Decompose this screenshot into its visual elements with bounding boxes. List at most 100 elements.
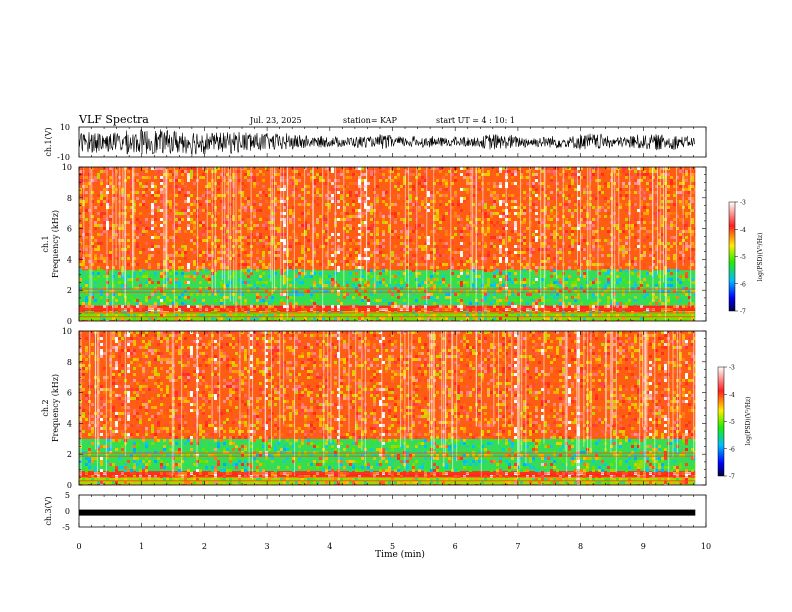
spectrogram-cell	[652, 257, 655, 260]
spectrogram-cell	[97, 173, 100, 176]
spectrogram-cell	[328, 179, 331, 182]
spectrogram-cell	[187, 179, 190, 182]
spectrogram-cell	[304, 308, 307, 311]
spectrogram-cell	[199, 275, 202, 278]
spectrogram-cell	[460, 197, 463, 200]
spectrogram-cell	[544, 305, 547, 308]
spectrogram-cell	[607, 320, 610, 321]
spectrogram-cell	[193, 182, 196, 185]
spectrogram-cell	[166, 269, 169, 272]
spectrogram-cell	[400, 263, 403, 266]
spectrogram-cell	[406, 245, 409, 248]
spectrogram-cell	[400, 293, 403, 296]
spectrogram-cell	[403, 239, 406, 242]
spectrogram-cell	[289, 248, 292, 251]
spectrogram-cell	[187, 269, 190, 272]
spectrogram-cell	[256, 239, 259, 242]
spectrogram-cell	[370, 209, 373, 212]
spectrogram-cell	[358, 263, 361, 266]
spectrogram-cell	[175, 230, 178, 233]
spectrogram-cell	[124, 320, 127, 321]
spectrogram-cell	[556, 314, 559, 317]
spectrogram-cell	[94, 206, 97, 209]
spectrogram-cell	[634, 263, 637, 266]
spectrogram-cell	[133, 308, 136, 311]
spectrogram-cell	[571, 317, 574, 320]
spectrogram-cell	[535, 266, 538, 269]
spectrogram-cell	[421, 215, 424, 218]
spectrogram-cell	[445, 182, 448, 185]
spectrogram-cell	[589, 314, 592, 317]
spectrogram-cell	[91, 179, 94, 182]
spectrogram-cell	[238, 314, 241, 317]
spectrogram-cell	[514, 278, 517, 281]
ch1-waveform-ticks	[78, 127, 707, 157]
spectrogram-cell	[283, 293, 286, 296]
spectrogram-cell	[343, 293, 346, 296]
spectrogram-cell	[295, 239, 298, 242]
spectrogram-cell	[604, 269, 607, 272]
spectrogram-cell	[592, 308, 595, 311]
spectrogram-cell	[685, 170, 688, 173]
spectrogram-cell	[325, 227, 328, 230]
spectrogram-cell	[349, 209, 352, 212]
spectrogram-cell	[325, 218, 328, 221]
spectrogram-cell	[196, 272, 199, 275]
spectrogram-cell	[157, 245, 160, 248]
spectrogram-cell	[310, 215, 313, 218]
spectrogram-cell	[253, 308, 256, 311]
spectrogram-cell	[367, 272, 370, 275]
spectrogram-cell	[208, 191, 211, 194]
spectrogram-cell	[580, 275, 583, 278]
spectrogram-cell	[97, 203, 100, 206]
spectrogram-cell	[367, 281, 370, 284]
spectrogram-cell	[115, 311, 118, 314]
spectrogram-cell	[445, 296, 448, 299]
spectrogram-cell	[526, 308, 529, 311]
spectrogram-cell	[241, 188, 244, 191]
spectrogram-cell	[163, 302, 166, 305]
spectrogram-cell	[277, 227, 280, 230]
spectrogram-cell	[91, 236, 94, 239]
spectrogram-cell	[658, 182, 661, 185]
spectrogram-cell	[676, 212, 679, 215]
spectrogram-cell	[544, 167, 547, 170]
spectrogram-cell	[94, 224, 97, 227]
spectrogram-cell	[163, 209, 166, 212]
spectrogram-cell	[394, 218, 397, 221]
spectrogram-cell	[502, 227, 505, 230]
spectrogram-cell	[433, 197, 436, 200]
spectrogram-cell	[646, 284, 649, 287]
spectrogram-cell	[490, 194, 493, 197]
spectrogram-cell	[367, 269, 370, 272]
spectrogram-cell	[313, 200, 316, 203]
spectrogram-cell	[154, 212, 157, 215]
spectrogram-cell	[82, 272, 85, 275]
spectrogram-cell	[289, 176, 292, 179]
spectrogram-cell	[214, 317, 217, 320]
spectrogram-cell	[277, 230, 280, 233]
spectrogram-cell	[259, 170, 262, 173]
spectrogram-cell	[523, 269, 526, 272]
spectrogram-cell	[112, 281, 115, 284]
spectrogram-cell	[367, 209, 370, 212]
spectrogram-cell	[139, 320, 142, 321]
spectrogram-streak	[656, 167, 658, 275]
spectrogram-cell	[589, 302, 592, 305]
spectrogram-cell	[151, 194, 154, 197]
spectrogram-cell	[394, 215, 397, 218]
spectrogram-cell	[301, 203, 304, 206]
spectrogram-cell	[526, 287, 529, 290]
spectrogram-cell	[460, 290, 463, 293]
ch1-waveform-trace	[79, 129, 696, 156]
spectrogram-cell	[226, 239, 229, 242]
spectrogram-cell	[385, 269, 388, 272]
spectrogram-cell	[343, 308, 346, 311]
spectrogram-cell	[352, 296, 355, 299]
spectrogram-cell	[247, 200, 250, 203]
spectrogram-cell	[238, 239, 241, 242]
spectrogram-cell	[490, 197, 493, 200]
spectrogram-cell	[379, 284, 382, 287]
spectrogram-cell	[364, 206, 367, 209]
spectrogram-cell	[91, 311, 94, 314]
